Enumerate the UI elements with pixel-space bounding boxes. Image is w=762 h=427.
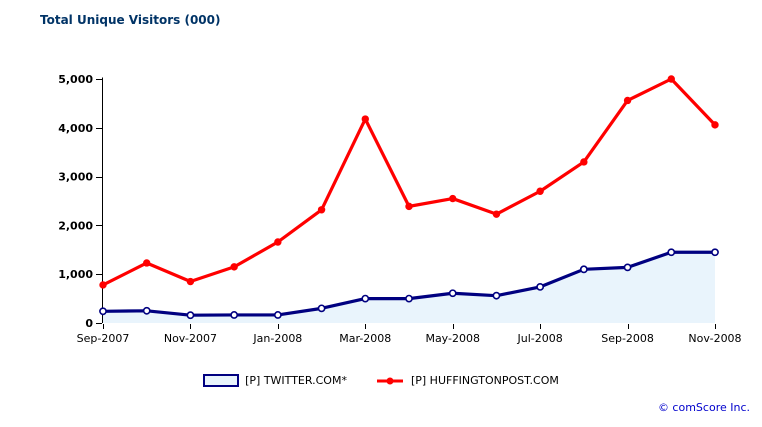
x-tick-label: May-2008 <box>425 332 480 345</box>
huffpo-point <box>143 259 151 267</box>
twitter-point <box>579 265 588 274</box>
copyright-text: © comScore Inc. <box>657 401 750 414</box>
x-tick-label: Jan-2008 <box>252 332 302 345</box>
twitter-point <box>273 311 282 319</box>
x-tick-label: Jul-2008 <box>517 332 563 345</box>
huffpo-point <box>536 187 544 195</box>
x-tick-label: Nov-2007 <box>164 332 217 345</box>
chart-canvas: 0 1,000 2,000 3,000 4,000 5,000 Sep-2007 Nov-20… <box>58 73 741 345</box>
twitter-point <box>536 282 545 291</box>
x-tick-label: Sep-2007 <box>77 332 130 345</box>
twitter-point <box>492 291 501 300</box>
twitter-point <box>667 248 676 257</box>
huffpo-point <box>274 238 282 246</box>
huffpo-point <box>99 281 107 289</box>
twitter-legend-label: [P] TWITTER.COM* <box>245 374 347 387</box>
twitter-point <box>186 311 195 320</box>
y-tick-label: 2,000 <box>58 219 93 232</box>
huffpo-legend-swatch <box>376 377 403 384</box>
twitter-point <box>448 289 457 298</box>
twitter-legend-swatch <box>203 374 240 387</box>
x-tick-label: Sep-2008 <box>601 332 654 345</box>
twitter-point <box>99 307 107 316</box>
huffpo-legend-dot <box>386 377 394 384</box>
legend: [P] TWITTER.COM* [P] HUFFINGTONPOST.COM <box>0 374 762 387</box>
huffpo-point <box>623 96 632 105</box>
twitter-point <box>361 294 370 303</box>
huffpo-point <box>492 210 501 218</box>
y-tick-label: 5,000 <box>58 73 93 86</box>
twitter-point <box>142 306 151 315</box>
huffpo-point <box>711 121 719 129</box>
y-tick-label: 1,000 <box>58 268 93 281</box>
huffpo-point <box>230 263 238 271</box>
legend-item-huffingtonpost: [P] HUFFINGTONPOST.COM <box>375 374 559 387</box>
x-axis <box>103 324 716 329</box>
huffpo-point <box>361 115 369 123</box>
twitter-point <box>405 294 413 303</box>
huffpo-point <box>405 202 413 211</box>
x-tick-label: Nov-2008 <box>688 332 741 345</box>
twitter-point <box>623 263 632 272</box>
huffpo-point <box>317 206 326 214</box>
twitter-point <box>711 248 719 257</box>
chart-title: Total Unique Visitors (000) <box>40 13 221 27</box>
huffpo-point <box>667 75 675 83</box>
y-tick-label: 0 <box>85 317 93 330</box>
legend-item-twitter: [P] TWITTER.COM* <box>203 374 347 387</box>
twitter-point <box>317 304 326 313</box>
twitter-area <box>103 252 715 323</box>
copyright: © comScore Inc. <box>658 401 750 414</box>
huffpo-legend-label: [P] HUFFINGTONPOST.COM <box>410 374 559 387</box>
x-tick-label: Mar-2008 <box>339 332 391 345</box>
twitter-point <box>230 311 239 319</box>
y-tick-label: 4,000 <box>58 122 93 135</box>
y-tick-label: 3,000 <box>58 171 93 184</box>
huffpo-line <box>101 77 717 287</box>
huffpo-point <box>449 194 457 203</box>
huffpo-point <box>186 277 195 286</box>
huffpo-point <box>580 158 588 166</box>
